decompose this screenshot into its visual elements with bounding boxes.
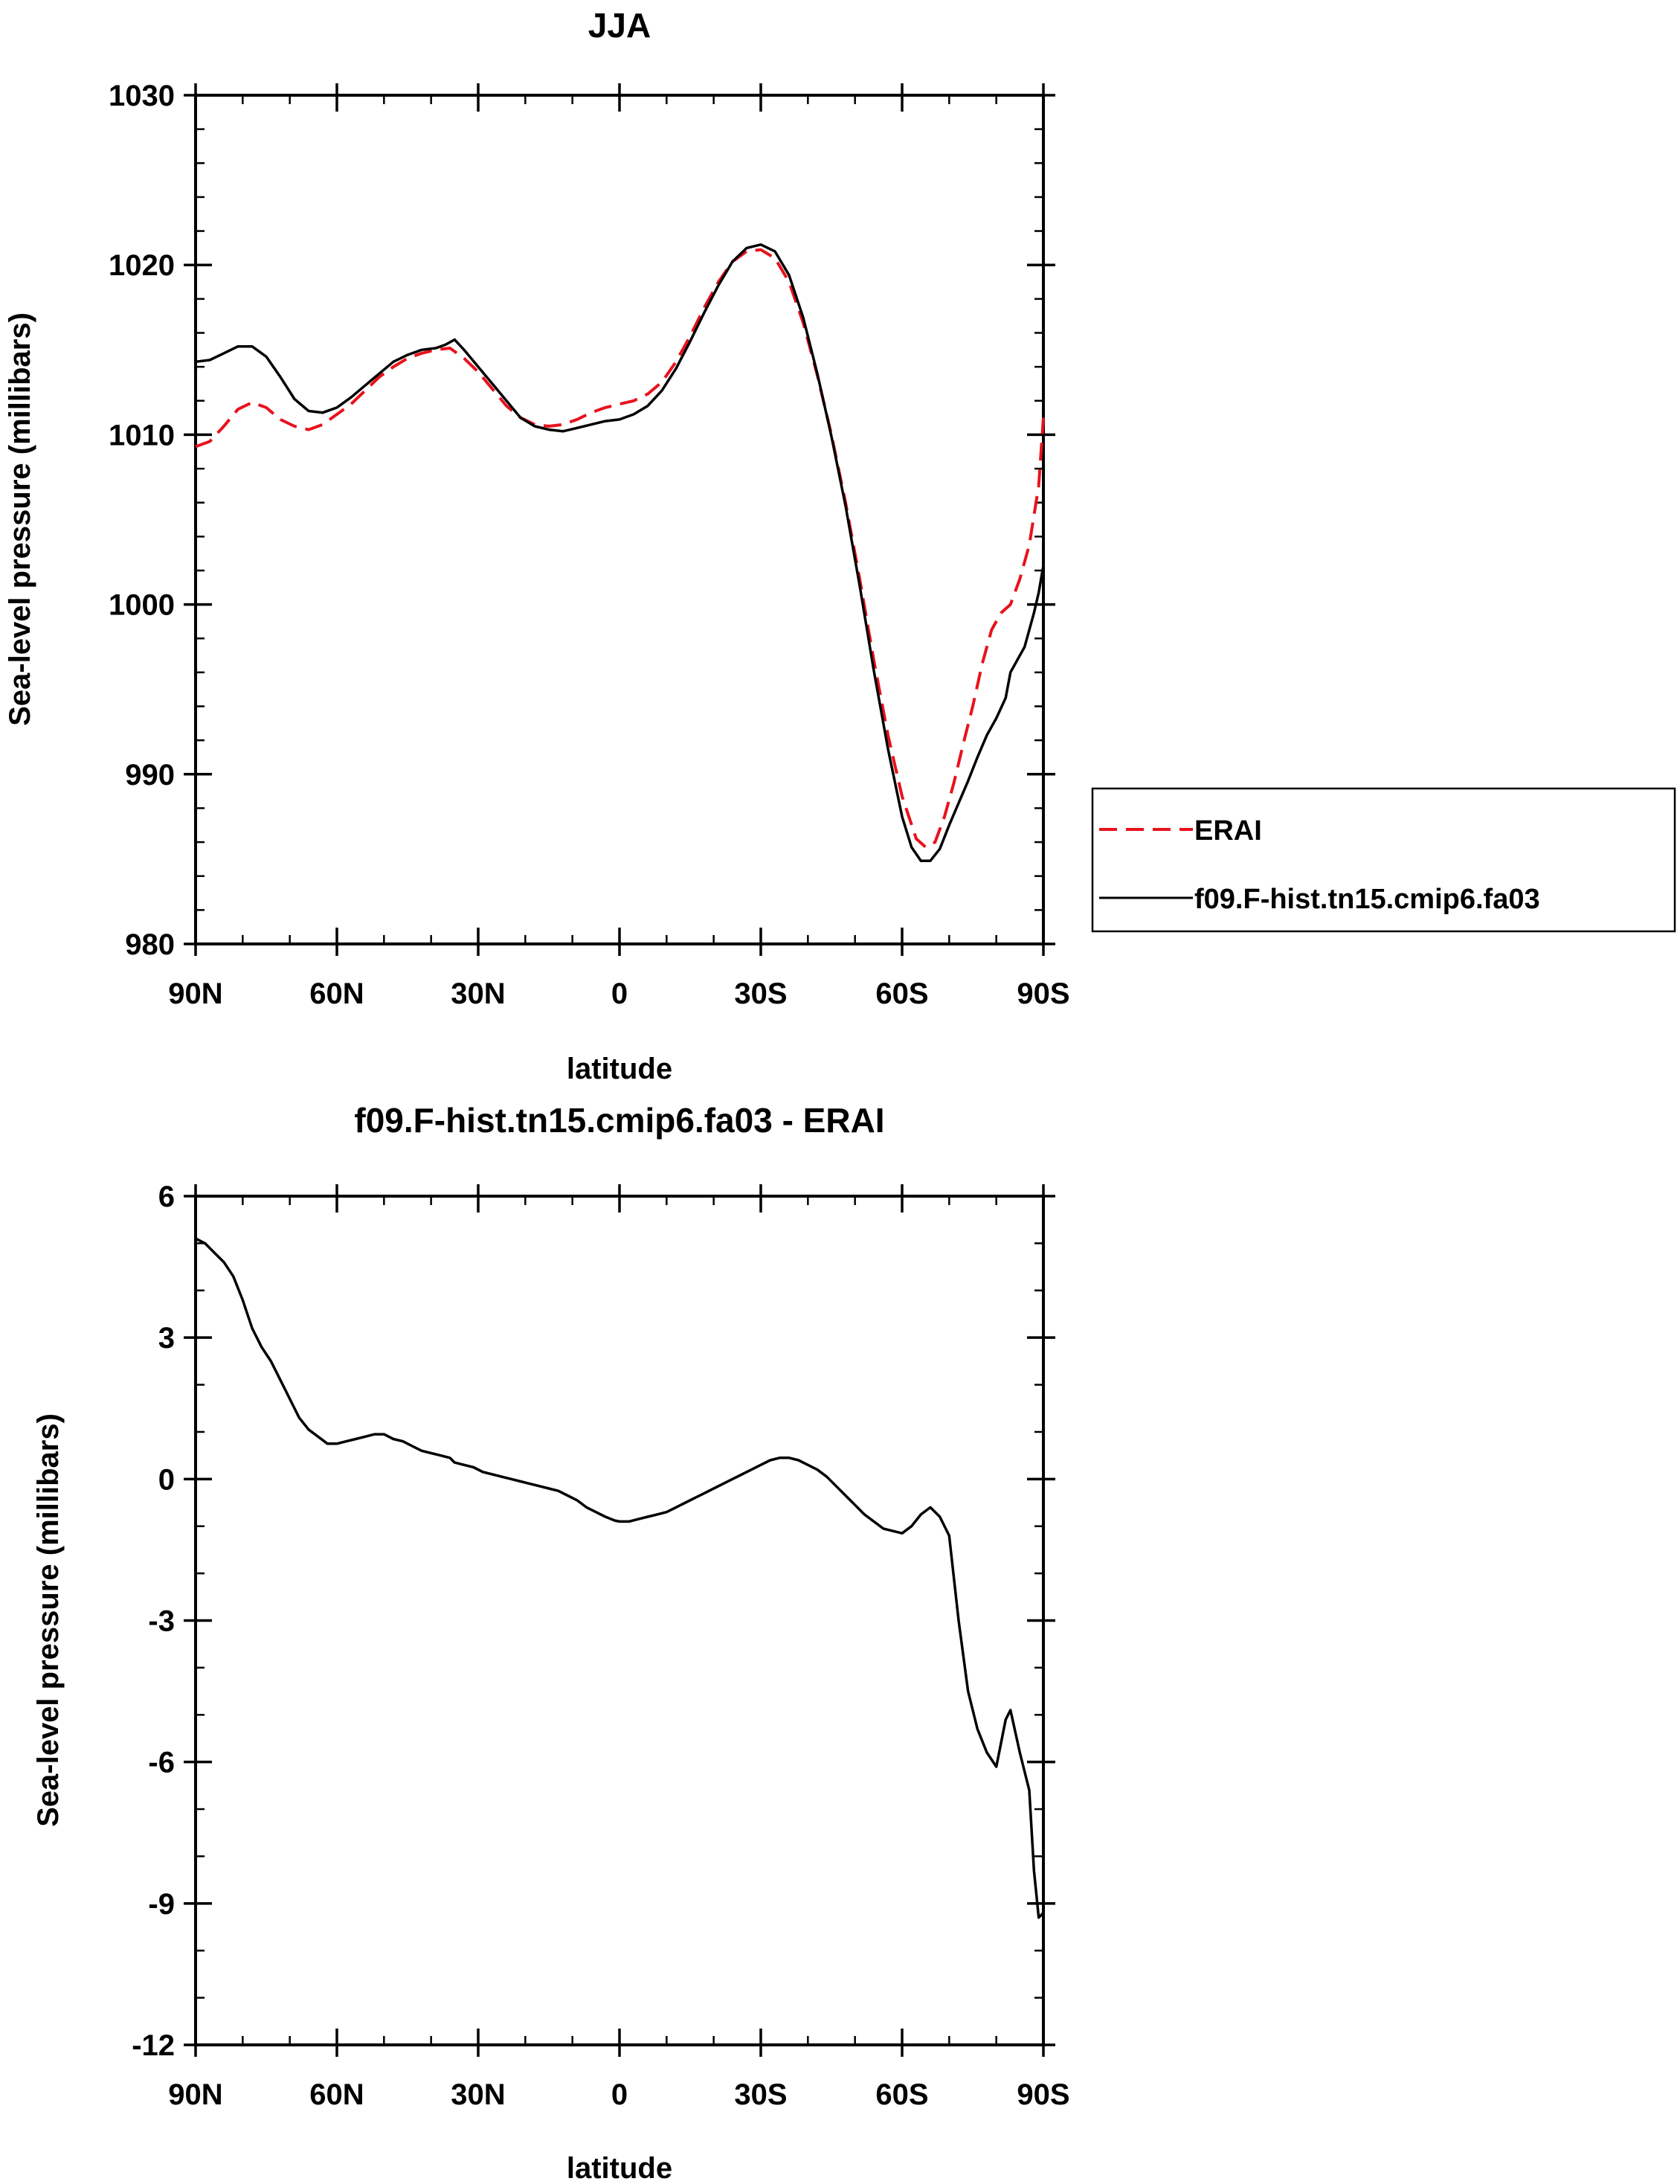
x-tick-label: 90S [1017, 977, 1069, 1010]
x-tick-label: 60S [875, 977, 928, 1010]
y-tick-label: 1030 [109, 80, 175, 112]
x-axis-label: latitude [567, 1053, 672, 1085]
legend: ERAI f09.F-hist.tn15.cmip6.fa03 [1091, 787, 1676, 933]
legend-box [1091, 787, 1676, 933]
panel-difference: f09.F-hist.tn15.cmip6.fa03 - ERAI 90N 60… [32, 1101, 1070, 2184]
series-group [195, 243, 1045, 862]
x-tick-label: 0 [611, 977, 628, 1010]
plot-frame [194, 1195, 1045, 2046]
y-tick-label: 980 [125, 928, 175, 961]
y-tick-label: 1000 [109, 589, 175, 622]
y-tick-label: -6 [148, 1747, 175, 1779]
legend-label-erai: ERAI [1194, 815, 1262, 847]
y-tick-label: 6 [158, 1181, 175, 1213]
x-tick-labels: 90N 60N 30N 0 30S 60S 90S [168, 977, 1069, 1010]
series-line-erai [195, 248, 1045, 849]
y-tick-labels: 980 990 1000 1010 1020 1030 [109, 80, 175, 961]
y-tick-label: 1010 [109, 419, 175, 452]
y-tick-label: -9 [148, 1888, 175, 1921]
y-tick-labels: -12 -9 -6 -3 0 3 6 [132, 1181, 175, 2062]
y-tick-label: -12 [132, 2029, 175, 2062]
chart-title: JJA [588, 6, 651, 45]
y-tick-label: 990 [125, 759, 175, 791]
x-tick-label: 0 [611, 2078, 628, 2111]
x-tick-label: 30S [734, 977, 787, 1010]
y-tick-label: 1020 [109, 249, 175, 282]
x-tick-label: 30N [451, 977, 505, 1010]
y-tick-label: -3 [148, 1605, 175, 1638]
panel-jja: JJA 90N 60N 30N 0 30S 60S 90S 980 990 10… [4, 6, 1676, 1085]
y-axis-label: Sea-level pressure (millibars) [4, 312, 36, 726]
x-tick-labels: 90N 60N 30N 0 30S 60S 90S [168, 2078, 1069, 2111]
x-tick-label: 90S [1017, 2078, 1069, 2111]
y-tick-label: 3 [158, 1322, 175, 1355]
series-line-f09-f-hist-tn15-cmip6-fa03-erai [195, 1237, 1045, 1919]
tick-marks [184, 1184, 1055, 2057]
x-tick-label: 60N [309, 2078, 364, 2111]
x-tick-label: 90N [168, 977, 222, 1010]
series-line-f09-f-hist-tn15-cmip6-fa03 [195, 243, 1045, 862]
y-tick-label: 0 [158, 1463, 175, 1496]
x-tick-label: 60S [875, 2078, 928, 2111]
x-tick-label: 90N [168, 2078, 222, 2111]
series-group [195, 1237, 1045, 1919]
legend-label-model: f09.F-hist.tn15.cmip6.fa03 [1194, 884, 1540, 915]
x-axis-label: latitude [567, 2152, 672, 2184]
x-tick-label: 30S [734, 2078, 787, 2111]
x-tick-label: 60N [309, 977, 364, 1010]
chart-title: f09.F-hist.tn15.cmip6.fa03 - ERAI [354, 1101, 884, 1140]
y-axis-label: Sea-level pressure (millibars) [32, 1413, 65, 1827]
tick-marks [184, 83, 1055, 956]
x-tick-label: 30N [451, 2078, 505, 2111]
plot-frame [194, 94, 1045, 945]
